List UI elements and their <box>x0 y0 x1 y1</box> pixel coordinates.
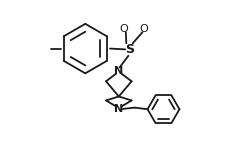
Text: S: S <box>125 43 134 56</box>
Text: O: O <box>140 24 148 34</box>
Text: N: N <box>114 66 123 76</box>
Text: N: N <box>114 104 123 114</box>
Text: O: O <box>120 24 128 34</box>
